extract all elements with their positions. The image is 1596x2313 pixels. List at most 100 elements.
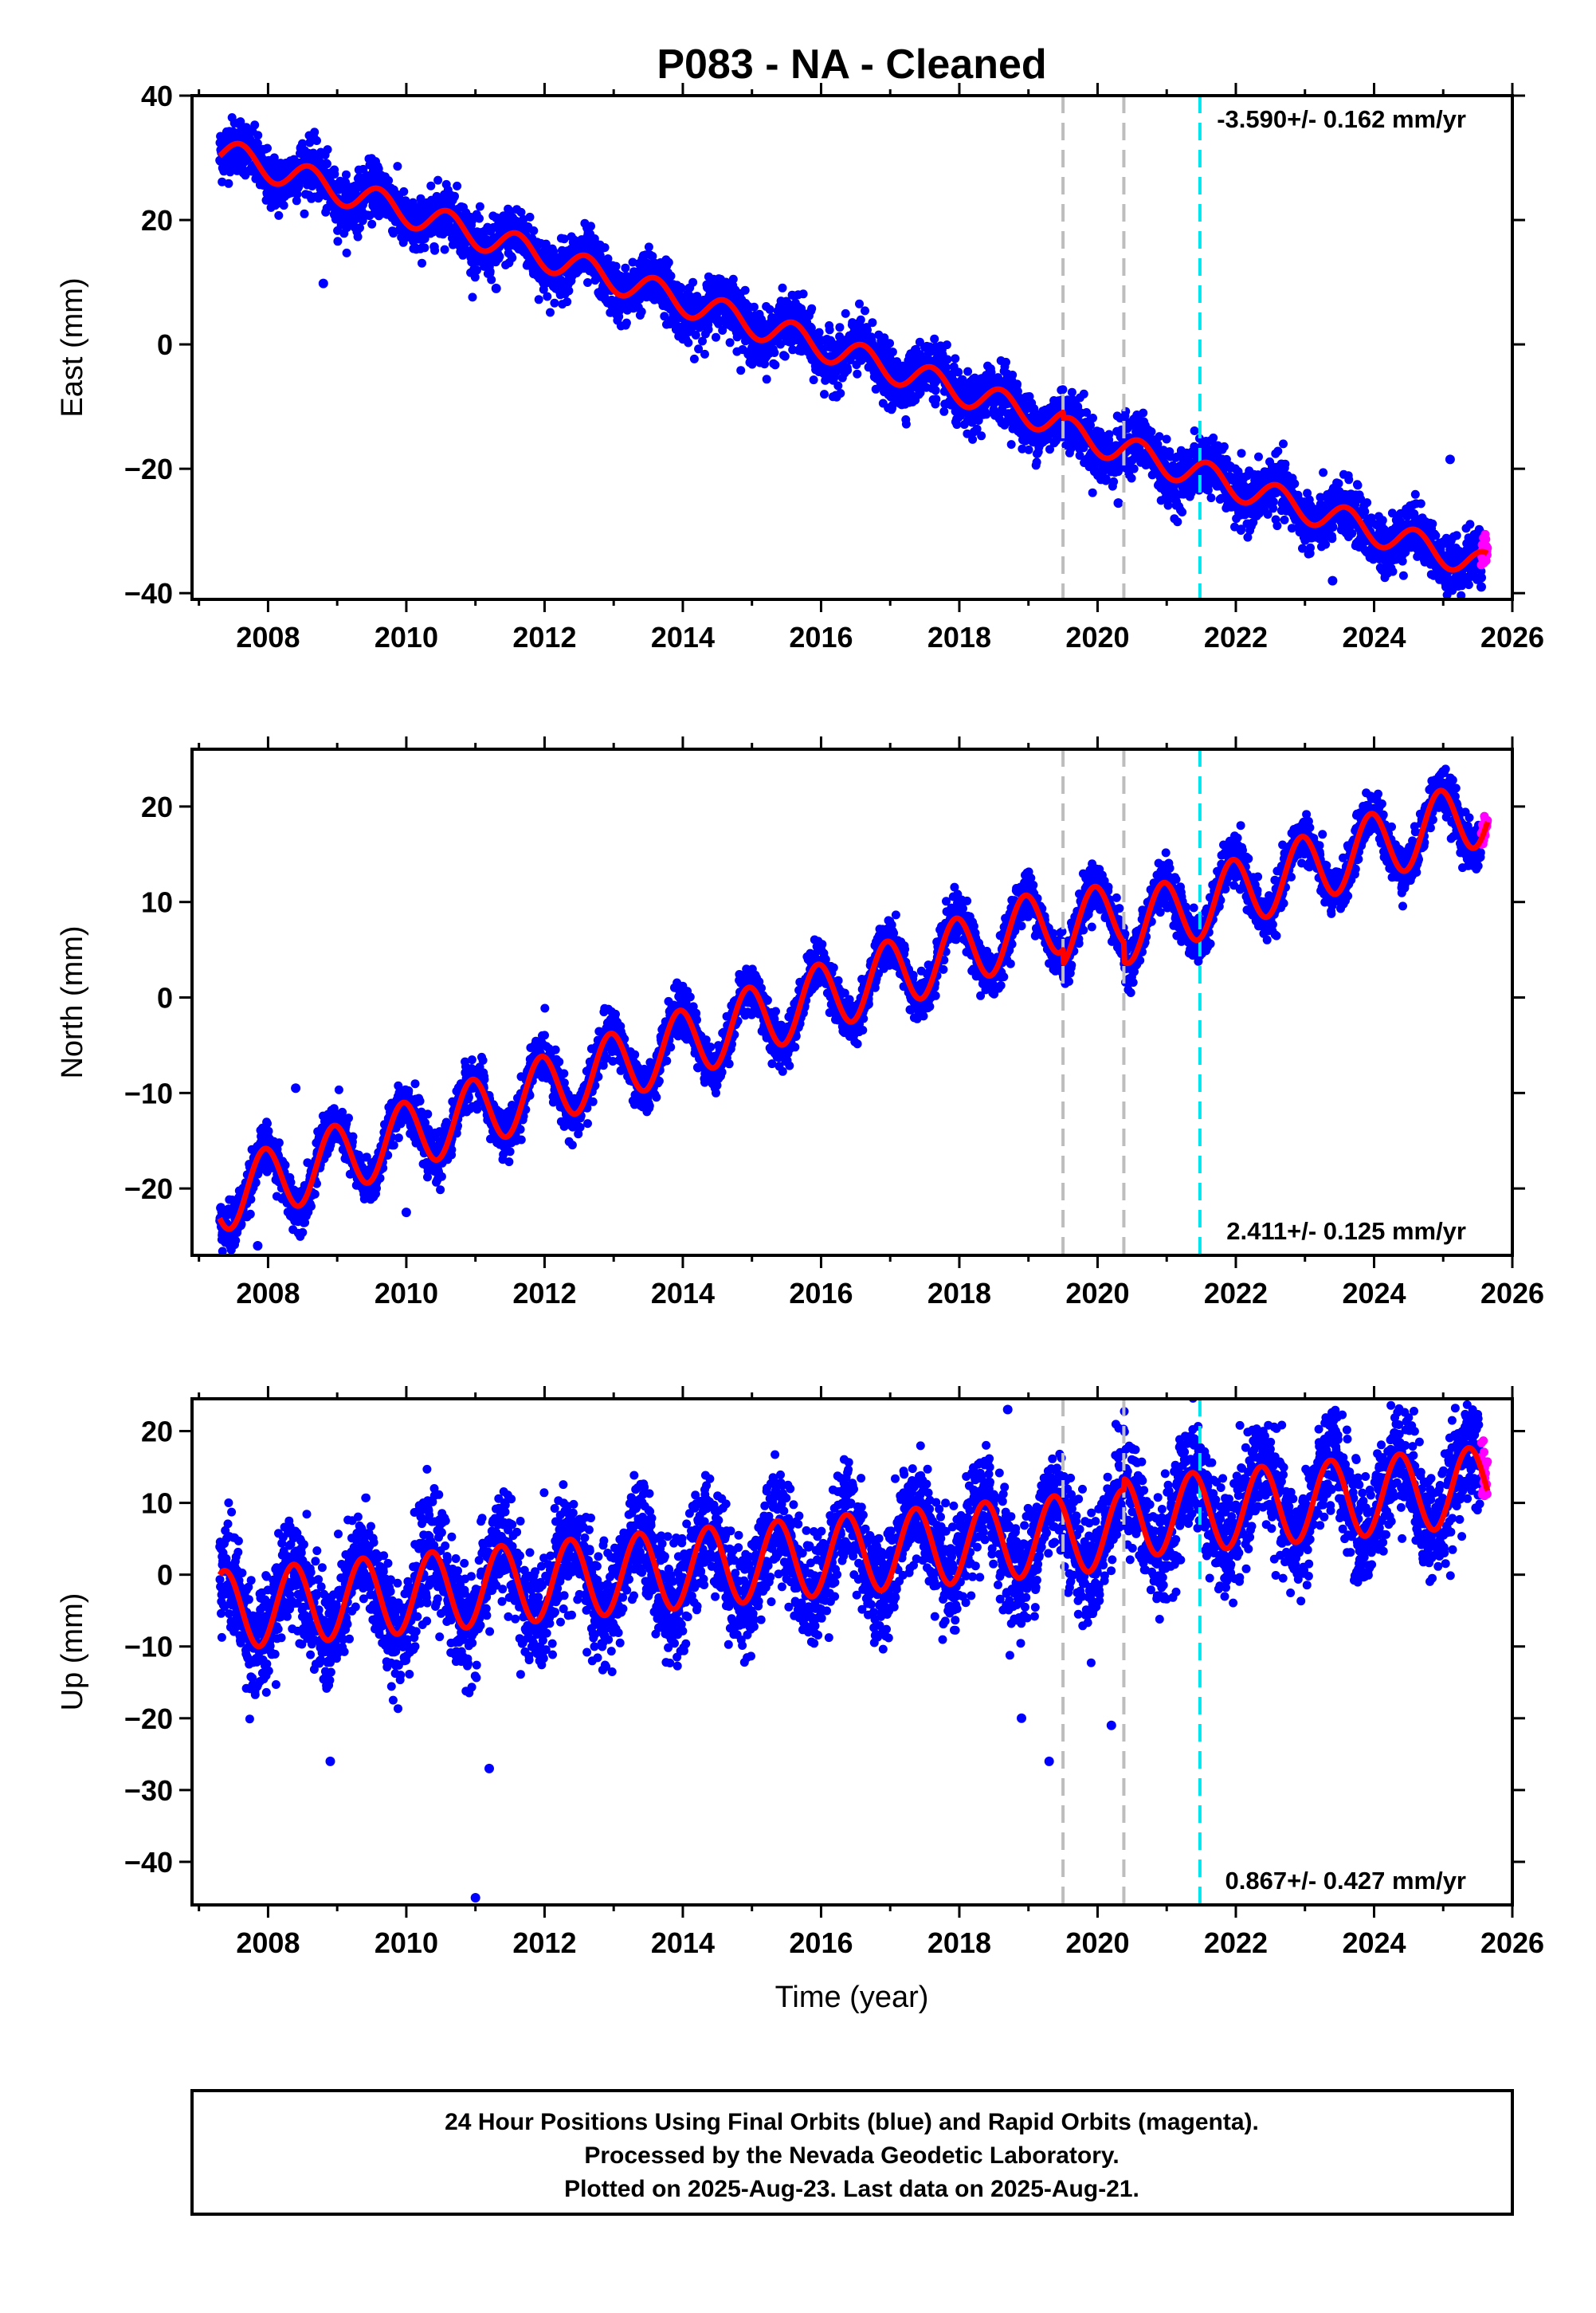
final-orbit-point [253,131,263,140]
final-orbit-point [1147,427,1156,437]
final-orbit-point [475,214,484,223]
final-orbit-point [399,187,409,196]
final-orbit-point [300,209,309,218]
panel-1: 2008 2010 2012 2014 2016 2018 2020 2022 2024 2026… [56,80,1544,654]
final-orbit-point [951,354,960,363]
final-orbit-point [450,191,459,201]
final-orbit-point [968,434,978,444]
final-orbit-point [694,344,704,354]
final-orbit-point [495,252,504,261]
final-orbit-point [298,139,307,148]
final-orbit-point [1024,445,1033,454]
final-orbit-point [433,175,443,185]
final-orbit-point [468,293,477,302]
final-orbit-point [771,360,780,370]
final-orbit-point [1398,556,1407,566]
final-orbit-point [691,331,700,340]
final-orbit-point [586,222,595,231]
final-orbit-point [323,159,331,169]
final-orbit-point [1321,540,1331,549]
final-orbit-point [698,336,707,346]
final-orbit-point [541,239,551,249]
final-orbit-point [704,324,713,334]
final-orbit-point [384,176,394,185]
final-orbit-point [1162,434,1171,444]
final-orbit-point [977,431,986,441]
final-orbit-point [660,312,669,321]
final-orbit-point [798,289,808,299]
final-orbit-point [861,306,869,316]
final-orbit-point [621,263,630,273]
final-orbit-point [765,304,774,314]
final-orbit-point [939,406,949,416]
final-orbit-point [1067,387,1076,397]
final-orbit-point [550,298,559,308]
final-orbit-point [1272,521,1282,531]
final-orbit-point [740,285,750,295]
final-orbit-point [539,285,548,294]
final-orbit-point [930,334,939,344]
final-orbit-point [1006,440,1016,450]
final-orbit-point [714,319,723,328]
final-orbit-point [563,297,572,307]
final-orbit-point [684,338,693,348]
final-orbit-point [1327,534,1337,544]
final-orbit-point [820,390,829,399]
final-orbit-point [825,325,834,335]
final-orbit-point [342,170,351,179]
final-orbit-point [224,179,233,188]
final-orbit-point [393,162,402,171]
panels: 2008 2010 2012 2014 2016 2018 2020 2022 2024 2026… [56,80,1544,1959]
final-orbit-point [1008,371,1018,379]
final-orbit-point [1280,515,1289,524]
final-orbit-point [1280,459,1290,469]
final-orbit-point [487,275,496,285]
final-orbit-point [418,258,426,268]
final-orbit-point [856,315,865,324]
final-orbit-point [420,243,429,253]
final-orbit-point [485,267,495,277]
final-orbit-point [1237,449,1246,458]
final-orbit-point [583,278,592,287]
final-orbit-point [274,210,284,220]
final-orbit-point [712,332,720,342]
final-orbit-point [1002,357,1010,367]
final-orbit-point [1209,433,1218,442]
final-orbit-point [648,252,657,261]
final-orbit-point [1334,479,1343,489]
final-orbit-point [725,338,735,348]
final-orbit-point [728,274,738,284]
final-orbit-point [1254,452,1263,461]
final-orbit-point [644,242,653,252]
final-orbit-point [1173,517,1182,527]
final-orbit-point [931,395,941,404]
final-orbit-point [1378,516,1387,525]
final-orbit-point [534,295,543,304]
final-orbit-point [1290,479,1300,489]
final-orbit-point [888,348,897,357]
final-orbit-point [833,381,843,391]
final-orbit-point [1269,497,1278,507]
final-orbit-point [770,348,779,357]
final-orbit-point [546,308,555,317]
final-orbit-point [1088,488,1097,497]
final-orbit-point [269,153,279,163]
final-orbit-point [853,369,862,379]
final-orbit-point [312,136,321,145]
final-orbit-point [310,128,320,137]
final-orbit-point [342,248,351,257]
final-orbit-point [718,326,727,335]
final-orbit-point [292,196,301,206]
final-orbit-point [843,366,853,375]
final-orbit-point [1353,481,1363,490]
final-orbit-point [664,257,673,267]
final-orbit-point [841,308,850,318]
final-orbit-point [1129,464,1139,473]
final-orbit-point [426,181,436,190]
final-orbit-point [430,245,440,255]
final-orbit-point [809,375,818,385]
final-orbit-point [1328,522,1338,532]
final-orbit-point [330,170,339,179]
final-orbit-point [836,389,845,398]
